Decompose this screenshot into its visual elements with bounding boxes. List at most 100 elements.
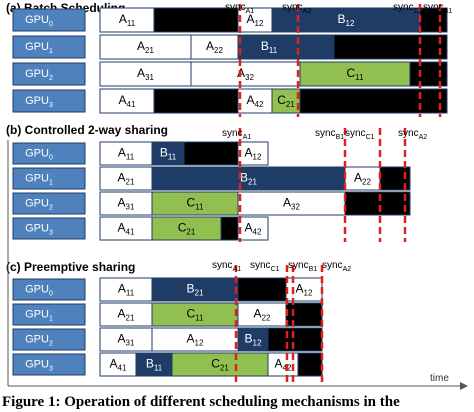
sync-label: syncA1 — [222, 128, 251, 141]
panel-title: (c) Preemptive sharing — [6, 260, 135, 274]
task-label: A22 — [254, 307, 271, 323]
gpu-label-box — [12, 62, 86, 86]
task-label: A21 — [137, 39, 154, 55]
gpu-label-box — [12, 353, 86, 376]
task-label: A41 — [119, 93, 136, 109]
time-arrow-icon — [460, 382, 468, 390]
task-block — [237, 88, 273, 114]
gpu-label-box — [12, 192, 86, 215]
task-label: B11 — [261, 39, 278, 55]
task-block — [271, 7, 421, 33]
gpu-label-box — [12, 217, 86, 240]
sync-label: syncA2 — [322, 260, 351, 273]
task-block — [220, 216, 239, 241]
task-label: A31 — [137, 66, 154, 82]
gpu-label-box — [12, 35, 86, 59]
panel-title: (b) Controlled 2-way sharing — [6, 123, 168, 137]
gpu-label: GPU2 — [25, 334, 53, 348]
task-label: B12 — [338, 12, 355, 28]
task-label: C21 — [211, 357, 229, 373]
sync-label: syncB1 — [315, 128, 344, 141]
task-block — [99, 61, 192, 87]
task-label: A12 — [245, 146, 262, 162]
task-label: B11 — [146, 357, 163, 373]
task-label: A11 — [118, 282, 135, 298]
gpu-label: GPU0 — [25, 284, 53, 298]
task-block — [190, 61, 301, 87]
task-label: B21 — [187, 282, 204, 298]
sync-label: syncA1 — [212, 260, 241, 273]
task-block — [333, 34, 448, 60]
task-label: A41 — [110, 357, 127, 373]
task-block — [237, 141, 269, 166]
gpu-label: GPU3 — [25, 223, 53, 237]
task-block — [271, 88, 301, 114]
figure-caption: Figure 1: Operation of different schedul… — [2, 394, 400, 410]
gpu-label-box — [12, 278, 86, 301]
gpu-label-box — [12, 328, 86, 351]
task-block — [299, 88, 448, 114]
task-block — [237, 277, 287, 302]
task-label: A11 — [119, 12, 136, 28]
gpu-label: GPU0 — [25, 14, 53, 28]
gpu-label: GPU0 — [25, 148, 53, 162]
gpu-label: GPU3 — [25, 95, 53, 109]
task-block — [299, 61, 411, 87]
task-label: C11 — [187, 196, 205, 212]
task-block — [297, 352, 323, 377]
gpu-label-box — [12, 8, 86, 32]
gpu-label-box — [12, 167, 86, 190]
task-block — [99, 88, 155, 114]
task-label: A42 — [247, 93, 264, 109]
task-block — [344, 191, 411, 216]
task-block — [190, 34, 239, 60]
task-label: B21 — [240, 171, 257, 187]
sync-label: syncA2 — [282, 2, 311, 15]
task-label: A12 — [296, 282, 313, 298]
task-block — [183, 141, 239, 166]
sync-label: syncC1 — [345, 128, 375, 141]
gpu-label-box — [12, 142, 86, 165]
task-label: B11 — [160, 146, 177, 162]
task-block — [153, 7, 239, 33]
gpu-label: GPU1 — [25, 309, 53, 323]
task-label: A12 — [247, 12, 264, 28]
task-label: A21 — [118, 307, 135, 323]
task-block — [419, 7, 448, 33]
gpu-label: GPU1 — [25, 173, 53, 187]
time-label: time — [430, 373, 449, 384]
task-label: A21 — [118, 171, 135, 187]
sync-label: syncB1 — [423, 2, 452, 15]
task-label: C11 — [187, 307, 205, 323]
task-block — [409, 61, 448, 87]
gpu-label: GPU2 — [25, 68, 53, 82]
sync-label: syncC1 — [250, 260, 280, 273]
task-label: A22 — [206, 39, 223, 55]
sync-label: syncB1 — [288, 260, 317, 273]
sync-label: syncC1 — [393, 2, 423, 15]
gpu-label-box — [12, 89, 86, 113]
gpu-label-box — [12, 303, 86, 326]
task-label: A22 — [354, 171, 371, 187]
sync-label: syncA2 — [398, 128, 427, 141]
task-label: A11 — [118, 146, 135, 162]
task-block — [267, 327, 323, 352]
task-label: A31 — [118, 196, 135, 212]
task-block — [299, 34, 335, 60]
task-block — [285, 302, 323, 327]
sync-label: syncA1 — [225, 2, 254, 15]
gpu-label: GPU2 — [25, 198, 53, 212]
task-label: B12 — [245, 332, 262, 348]
task-label: C21 — [277, 93, 295, 109]
task-label: C21 — [178, 221, 196, 237]
task-label: C11 — [347, 66, 365, 82]
gpu-label: GPU3 — [25, 359, 53, 373]
task-label: A41 — [118, 221, 135, 237]
task-label: A32 — [283, 196, 300, 212]
task-label: A31 — [118, 332, 135, 348]
task-block — [153, 88, 239, 114]
task-label: A42 — [245, 221, 262, 237]
task-block — [99, 7, 155, 33]
task-block — [237, 216, 269, 241]
